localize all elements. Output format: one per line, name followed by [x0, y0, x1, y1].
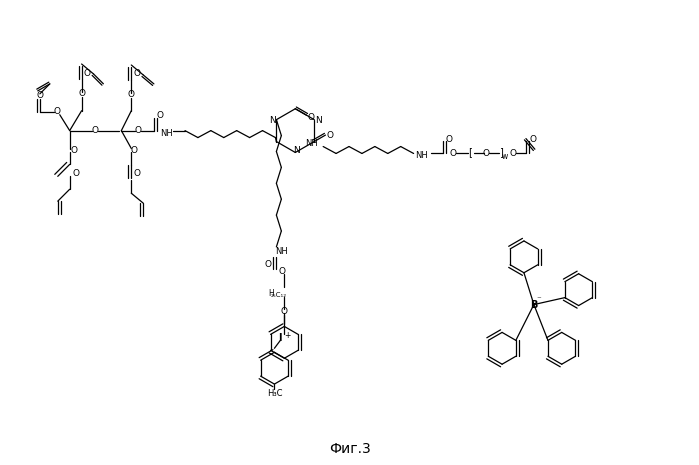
Text: N: N [269, 116, 276, 125]
Text: I: I [279, 333, 282, 343]
Text: H₃C: H₃C [266, 389, 282, 398]
Text: O: O [135, 126, 142, 135]
Text: ₂₅C₁₂: ₂₅C₁₂ [271, 292, 287, 298]
Text: O: O [265, 260, 272, 269]
Text: O: O [72, 169, 79, 178]
Text: NH: NH [305, 139, 317, 148]
Text: H: H [268, 289, 275, 298]
Text: NH: NH [415, 151, 428, 160]
Text: O: O [308, 113, 315, 122]
Text: O: O [327, 131, 334, 140]
Text: O: O [83, 69, 90, 79]
Text: O: O [157, 111, 164, 120]
Text: O: O [53, 107, 60, 116]
Text: O: O [529, 135, 536, 144]
Text: O: O [134, 69, 140, 79]
Text: ⁻: ⁻ [537, 295, 541, 304]
Text: +: + [284, 331, 291, 340]
Text: O: O [483, 149, 490, 158]
Text: B: B [531, 299, 538, 310]
Text: O: O [279, 267, 286, 276]
Text: O: O [78, 89, 85, 98]
Text: O: O [281, 307, 288, 316]
Text: O: O [510, 149, 517, 158]
Text: O: O [36, 91, 43, 100]
Text: O: O [70, 146, 77, 155]
Text: O: O [91, 126, 98, 135]
Text: N: N [293, 146, 300, 155]
Text: O: O [450, 149, 457, 158]
Text: ]: ] [499, 147, 503, 158]
Text: NH: NH [160, 129, 173, 138]
Text: N: N [315, 116, 322, 125]
Text: O: O [446, 135, 453, 144]
Text: w: w [502, 152, 508, 161]
Text: Фиг.3: Фиг.3 [329, 442, 371, 456]
Text: O: O [131, 146, 138, 155]
Text: [: [ [468, 147, 473, 158]
Text: O: O [134, 169, 140, 178]
Text: NH: NH [275, 247, 288, 256]
Text: O: O [128, 90, 135, 100]
